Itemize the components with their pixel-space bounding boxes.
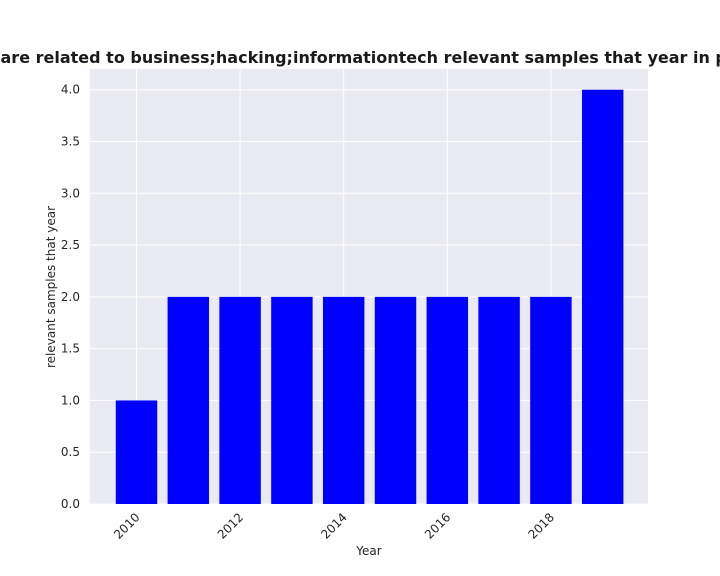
bars [115,89,624,504]
bar-2014 [322,296,365,504]
x-tick-label: 2014 [318,510,349,541]
y-tick-label: 2.0 [61,290,80,304]
x-axis-label: Year [355,544,381,558]
bar-2016 [426,296,469,504]
x-tick-label: 2018 [526,510,557,541]
chart-title: Categories are related to business;hacki… [0,48,720,67]
y-tick-labels: 0.0 0.5 1.0 1.5 2.0 2.5 3.0 3.5 4.0 [61,83,80,511]
bar-2015 [374,296,417,504]
y-tick-label: 1.0 [61,393,80,407]
y-tick-label: 1.5 [61,342,80,356]
bar-2012 [219,296,261,504]
x-tick-label: 2016 [422,510,453,541]
bar-2019 [581,89,624,504]
x-tick-label: 2010 [111,510,142,541]
x-tick-labels: 2010 2012 2014 2016 2018 [111,510,557,541]
bar-2011 [167,296,210,504]
y-tick-label: 0.0 [61,497,80,511]
bar-2010 [115,400,158,504]
bar-2018 [530,296,572,504]
y-tick-label: 0.5 [61,445,80,459]
y-axis-label: relevant samples that year [44,206,58,368]
y-tick-label: 4.0 [61,83,80,97]
y-tick-label: 3.5 [61,135,80,149]
bar-2017 [478,296,520,504]
y-tick-label: 3.0 [61,186,80,200]
x-tick-label: 2012 [215,510,246,541]
bar-2013 [271,296,313,504]
y-tick-label: 2.5 [61,238,80,252]
